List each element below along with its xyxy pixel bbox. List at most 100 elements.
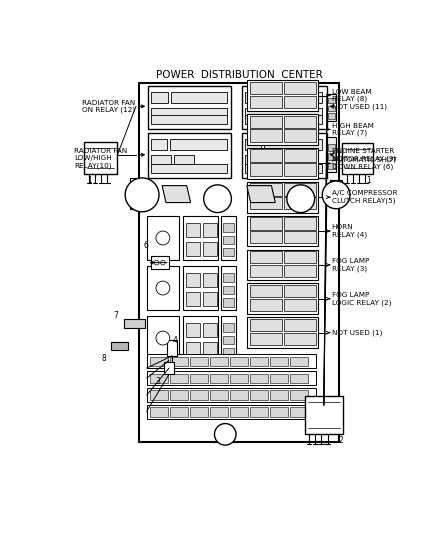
Text: RADIATOR FAN
LOW/HIGH
RELAY(10): RADIATOR FAN LOW/HIGH RELAY(10) (74, 148, 127, 169)
Circle shape (215, 424, 236, 445)
Bar (170, 357, 188, 366)
Bar (85, 142, 117, 174)
Bar (247, 80, 318, 111)
Bar (242, 133, 327, 178)
Bar (250, 197, 282, 209)
Bar (151, 256, 169, 269)
Bar (111, 342, 128, 350)
Bar (284, 197, 316, 209)
Bar (284, 149, 316, 161)
Bar (264, 140, 322, 150)
Text: RADIATOR FAN
ON RELAY (12): RADIATOR FAN ON RELAY (12) (82, 100, 135, 113)
Bar (170, 140, 227, 150)
Bar (284, 285, 316, 297)
Bar (330, 180, 342, 207)
Bar (328, 144, 335, 151)
Text: FOG LAMP
RELAY (3): FOG LAMP RELAY (3) (332, 258, 369, 272)
Circle shape (156, 231, 170, 245)
Bar (151, 115, 227, 124)
Bar (147, 354, 316, 368)
Bar (151, 155, 171, 164)
Text: LOW BEAM
RELAY (8): LOW BEAM RELAY (8) (332, 89, 371, 102)
Bar (203, 324, 217, 337)
Bar (147, 388, 316, 402)
Bar (250, 265, 282, 277)
Text: POWER  DISTRIBUTION  CENTER: POWER DISTRIBUTION CENTER (156, 70, 322, 80)
Bar (147, 216, 179, 260)
Bar (250, 116, 282, 128)
Bar (284, 82, 316, 94)
Text: A/C COMPRESSOR
CLUTCH RELAY(5): A/C COMPRESSOR CLUTCH RELAY(5) (332, 190, 397, 204)
Bar (139, 83, 339, 442)
Bar (147, 371, 316, 385)
Circle shape (161, 260, 165, 265)
Bar (247, 182, 318, 213)
Bar (203, 342, 217, 356)
Bar (170, 391, 188, 400)
Text: HORN
RELAY (4): HORN RELAY (4) (332, 224, 367, 238)
Bar (190, 407, 208, 417)
Bar (250, 217, 282, 230)
Bar (183, 265, 218, 310)
Text: AUTOMATIC SHUT
DOWN RELAY (6): AUTOMATIC SHUT DOWN RELAY (6) (332, 157, 396, 170)
Bar (247, 317, 318, 348)
Polygon shape (162, 185, 191, 203)
Bar (148, 86, 231, 128)
Bar (186, 324, 200, 337)
Bar (170, 407, 188, 417)
Bar (328, 163, 335, 169)
Bar (230, 407, 248, 417)
Bar (210, 391, 228, 400)
Bar (223, 248, 234, 256)
Bar (190, 374, 208, 383)
Bar (250, 95, 282, 108)
Bar (250, 407, 268, 417)
Bar (250, 319, 282, 331)
Bar (245, 140, 261, 150)
Text: 2: 2 (339, 436, 343, 445)
Text: NOT USED (11): NOT USED (11) (332, 103, 386, 110)
Bar (250, 299, 282, 311)
Bar (223, 223, 234, 232)
Bar (151, 108, 227, 117)
Bar (223, 273, 234, 282)
Polygon shape (247, 185, 276, 203)
Bar (327, 94, 336, 121)
Bar (284, 333, 316, 345)
Bar (230, 357, 248, 366)
Text: 8: 8 (101, 354, 106, 364)
Bar (284, 217, 316, 230)
Text: 6: 6 (144, 241, 148, 250)
Bar (284, 251, 316, 263)
Bar (147, 405, 316, 419)
Bar (290, 374, 308, 383)
Bar (250, 333, 282, 345)
Bar (270, 391, 288, 400)
Bar (223, 336, 234, 344)
Bar (250, 374, 268, 383)
Bar (327, 137, 336, 172)
Bar (203, 292, 217, 306)
Bar (250, 130, 282, 142)
Bar (150, 357, 168, 366)
Bar (284, 299, 316, 311)
Bar (223, 286, 234, 294)
Bar (210, 407, 228, 417)
Bar (147, 316, 179, 360)
Bar (247, 249, 318, 280)
Bar (247, 148, 318, 179)
Text: 1: 1 (366, 176, 371, 185)
Bar (284, 319, 316, 331)
Bar (270, 374, 288, 383)
Text: 7: 7 (113, 311, 118, 320)
Bar (167, 341, 177, 356)
Circle shape (125, 178, 159, 212)
Text: ENGINE STARTER
MOTOR RELAY (9): ENGINE STARTER MOTOR RELAY (9) (332, 148, 396, 161)
Bar (247, 284, 318, 314)
Text: FOG LAMP
LOGIC RELAY (2): FOG LAMP LOGIC RELAY (2) (332, 292, 391, 305)
Text: 1: 1 (87, 176, 92, 185)
Bar (210, 357, 228, 366)
Bar (250, 251, 282, 263)
Bar (245, 92, 262, 103)
Bar (270, 407, 288, 417)
